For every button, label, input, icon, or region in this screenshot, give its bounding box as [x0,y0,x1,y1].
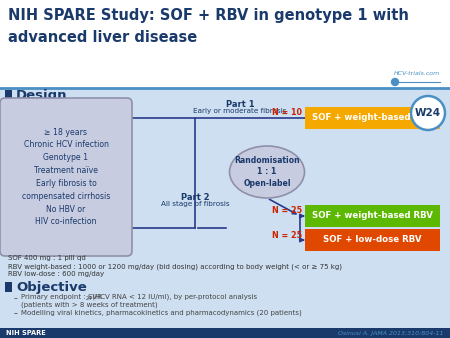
Text: HCV-trials.com: HCV-trials.com [394,71,440,76]
Text: SOF 400 mg : 1 pill qd: SOF 400 mg : 1 pill qd [8,255,86,261]
FancyBboxPatch shape [0,328,450,338]
Text: Randomisation
1 : 1
Open-label: Randomisation 1 : 1 Open-label [234,156,300,188]
Text: Early or moderate fibrosis: Early or moderate fibrosis [193,108,287,114]
Text: –: – [14,309,18,318]
Text: NIH SPARE Study: SOF + RBV in genotype 1 with: NIH SPARE Study: SOF + RBV in genotype 1… [8,8,409,23]
Text: Part 2: Part 2 [181,193,209,202]
Text: RBV weight-based : 1000 or 1200 mg/day (bid dosing) according to body weight (< : RBV weight-based : 1000 or 1200 mg/day (… [8,263,342,269]
Ellipse shape [230,146,305,198]
Circle shape [392,78,399,86]
FancyBboxPatch shape [0,98,132,256]
Text: Primary endpoint : SVR: Primary endpoint : SVR [21,294,102,300]
Text: N = 10: N = 10 [272,108,302,117]
FancyBboxPatch shape [305,107,440,129]
Text: SOF + weight-based RBV: SOF + weight-based RBV [312,212,433,220]
Circle shape [411,96,445,130]
FancyBboxPatch shape [305,205,440,227]
Text: ≥ 18 years
Chronic HCV infection
Genotype 1
Treatment naïve
Early fibrosis to
co: ≥ 18 years Chronic HCV infection Genotyp… [22,127,110,226]
Text: Design: Design [16,89,68,102]
Text: Objective: Objective [16,281,87,294]
Text: W24: W24 [415,108,441,118]
Text: Osinusi A. JAMA 2013;310:804-11: Osinusi A. JAMA 2013;310:804-11 [338,331,444,336]
Text: Modelling viral kinetics, pharmacokinetics and pharmacodynamics (20 patients): Modelling viral kinetics, pharmacokineti… [21,309,302,315]
FancyBboxPatch shape [305,229,440,251]
Text: 24: 24 [86,296,93,301]
Text: (HCV RNA < 12 IU/ml), by per-protocol analysis: (HCV RNA < 12 IU/ml), by per-protocol an… [90,294,257,300]
Text: Part 1: Part 1 [226,100,254,109]
Text: (patients with > 8 weeks of treatment): (patients with > 8 weeks of treatment) [21,301,158,308]
Text: advanced liver disease: advanced liver disease [8,30,197,45]
Text: SOF + weight-based RBV: SOF + weight-based RBV [312,114,433,122]
Text: N = 25: N = 25 [272,231,302,240]
Text: N = 25: N = 25 [272,206,302,215]
FancyBboxPatch shape [0,0,450,88]
FancyBboxPatch shape [5,90,12,100]
FancyBboxPatch shape [5,282,12,292]
Text: RBV low-dose : 600 mg/day: RBV low-dose : 600 mg/day [8,271,104,277]
Text: NIH SPARE: NIH SPARE [6,330,46,336]
Text: SOF + low-dose RBV: SOF + low-dose RBV [323,236,422,244]
Text: –: – [14,294,18,303]
Text: All stage of fibrosis: All stage of fibrosis [161,201,230,207]
